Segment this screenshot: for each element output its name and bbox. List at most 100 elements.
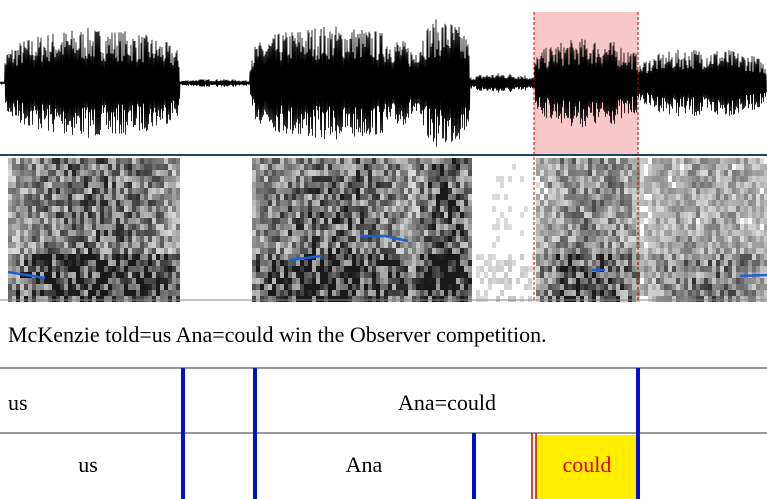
spectrogram-cell — [704, 200, 708, 206]
spectrogram-cell — [124, 212, 128, 218]
spectrogram-cell — [740, 254, 744, 260]
spectrogram-cell — [64, 200, 68, 206]
spectrogram-cell — [76, 290, 80, 296]
spectrogram-cell — [660, 188, 664, 194]
spectrogram-cell — [120, 266, 124, 272]
spectrogram-cell — [564, 224, 568, 230]
spectrogram-cell — [76, 236, 80, 242]
spectrogram-cell — [104, 200, 108, 206]
spectrogram-cell — [752, 182, 756, 188]
spectrogram-cell — [560, 248, 564, 254]
spectrogram-cell — [352, 224, 356, 230]
spectrogram-cell — [572, 278, 576, 284]
spectrogram-cell — [316, 242, 320, 248]
spectrogram-cell — [8, 200, 12, 206]
spectrogram-cell — [144, 260, 148, 266]
spectrogram-cell — [460, 260, 464, 266]
spectrogram-cell — [340, 224, 344, 230]
spectrogram-cell — [676, 200, 680, 206]
spectrogram-cell — [156, 254, 160, 260]
spectrogram-cell — [536, 158, 540, 164]
spectrogram-cell — [564, 170, 568, 176]
spectrogram-cell — [444, 272, 448, 278]
spectrogram-cell — [164, 212, 168, 218]
spectrogram-cell — [600, 188, 604, 194]
spectrogram-cell — [736, 236, 740, 242]
spectrogram-cell — [372, 278, 376, 284]
spectrogram-cell — [260, 266, 264, 272]
spectrogram-cell — [716, 158, 720, 164]
spectrogram-cell — [756, 224, 760, 230]
spectrogram-cell — [252, 224, 256, 230]
spectrogram-cell — [80, 236, 84, 242]
spectrogram-cell — [20, 266, 24, 272]
spectrogram-cell — [680, 170, 684, 176]
spectrogram-cell — [620, 278, 624, 284]
spectrogram-cell — [584, 248, 588, 254]
spectrogram-cell — [32, 236, 36, 242]
spectrogram-cell — [352, 188, 356, 194]
spectrogram-cell — [548, 242, 552, 248]
spectrogram-cell — [64, 272, 68, 278]
spectrogram-cell — [308, 236, 312, 242]
spectrogram-cell — [72, 266, 76, 272]
spectrogram-cell — [732, 242, 736, 248]
spectrogram-cell — [172, 164, 176, 170]
spectrogram-cell — [652, 158, 656, 164]
spectrogram-cell — [28, 260, 32, 266]
spectrogram-cell — [136, 206, 140, 212]
spectrogram-cell — [300, 164, 304, 170]
spectrogram-cell — [676, 176, 680, 182]
spectrogram-cell — [124, 296, 128, 302]
spectrogram-cell — [372, 272, 376, 278]
spectrogram-cell — [696, 296, 700, 302]
spectrogram-cell — [452, 278, 456, 284]
spectrogram-cell — [340, 158, 344, 164]
spectrogram-cell — [348, 272, 352, 278]
spectrogram-cell — [448, 218, 452, 224]
spectrogram-cell — [720, 170, 724, 176]
spectrogram-cell — [356, 284, 360, 290]
spectrogram-cell — [352, 260, 356, 266]
spectrogram-cell — [168, 296, 172, 302]
spectrogram-cell — [648, 182, 652, 188]
spectrogram-cell — [176, 272, 180, 278]
spectrogram-cell — [724, 224, 728, 230]
spectrogram-cell — [384, 176, 388, 182]
spectrogram-cell — [648, 200, 652, 206]
spectrogram-cell — [16, 200, 20, 206]
spectrogram-cell — [312, 278, 316, 284]
spectrogram-cell — [564, 272, 568, 278]
spectrogram-cell — [448, 170, 452, 176]
spectrogram-cell — [12, 212, 16, 218]
spectrogram-cell — [668, 254, 672, 260]
spectrogram-cell — [680, 296, 684, 302]
spectrogram-cell — [144, 284, 148, 290]
spectrogram-cell — [168, 254, 172, 260]
spectrogram-cell — [140, 266, 144, 272]
spectrogram-cell — [624, 230, 628, 236]
spectrogram-cell — [544, 170, 548, 176]
spectrogram-cell — [256, 260, 260, 266]
spectrogram-cell — [676, 224, 680, 230]
spectrogram-cell — [168, 236, 172, 242]
spectrogram-cell — [88, 230, 92, 236]
spectrogram-cell — [280, 182, 284, 188]
spectrogram-cell — [172, 278, 176, 284]
spectrogram-cell — [760, 260, 764, 266]
spectrogram-cell — [736, 266, 740, 272]
spectrogram-cell — [548, 176, 552, 182]
spectrogram-cell — [168, 176, 172, 182]
spectrogram-cell — [424, 254, 428, 260]
spectrogram-cell — [276, 260, 280, 266]
spectrogram-cell — [500, 290, 504, 296]
spectrogram-cell — [132, 176, 136, 182]
spectrogram-cell — [652, 236, 656, 242]
spectrogram-cell — [412, 248, 416, 254]
spectrogram-cell — [36, 266, 40, 272]
spectrogram-cell — [356, 278, 360, 284]
spectrogram-cell — [640, 272, 644, 278]
spectrogram-cell — [680, 254, 684, 260]
spectrogram-cell — [604, 188, 608, 194]
spectrogram-cell — [544, 200, 548, 206]
